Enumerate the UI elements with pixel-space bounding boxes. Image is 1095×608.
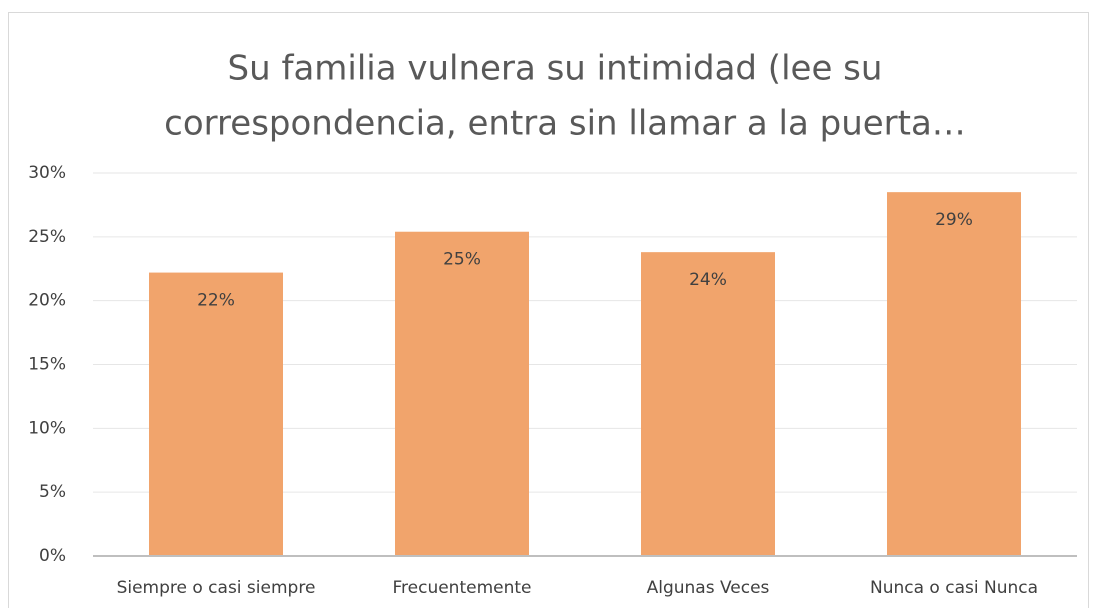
x-tick-label: Algunas Veces xyxy=(647,578,770,598)
y-tick-label: 20% xyxy=(28,291,66,311)
x-tick-label: Nunca o casi Nunca xyxy=(870,578,1038,598)
x-tick-label: Frecuentemente xyxy=(392,578,531,598)
y-tick-label: 15% xyxy=(28,355,66,375)
bar xyxy=(149,272,283,556)
data-label: 22% xyxy=(197,291,235,311)
data-label: 29% xyxy=(935,210,973,230)
data-label: 24% xyxy=(689,270,727,290)
y-tick-label: 30% xyxy=(28,163,66,183)
y-tick-label: 5% xyxy=(39,482,66,502)
x-tick-label: Siempre o casi siempre xyxy=(117,578,316,598)
chart-title: Su familia vulnera su intimidad (lee su xyxy=(228,49,883,89)
bar xyxy=(395,231,529,556)
y-tick-label: 0% xyxy=(39,546,66,566)
bar xyxy=(641,252,775,557)
y-tick-label: 25% xyxy=(28,227,66,247)
bar xyxy=(887,192,1021,556)
data-label: 25% xyxy=(443,250,481,270)
chart-title: correspondencia, entra sin llamar a la p… xyxy=(164,104,966,144)
y-tick-label: 10% xyxy=(28,418,66,438)
